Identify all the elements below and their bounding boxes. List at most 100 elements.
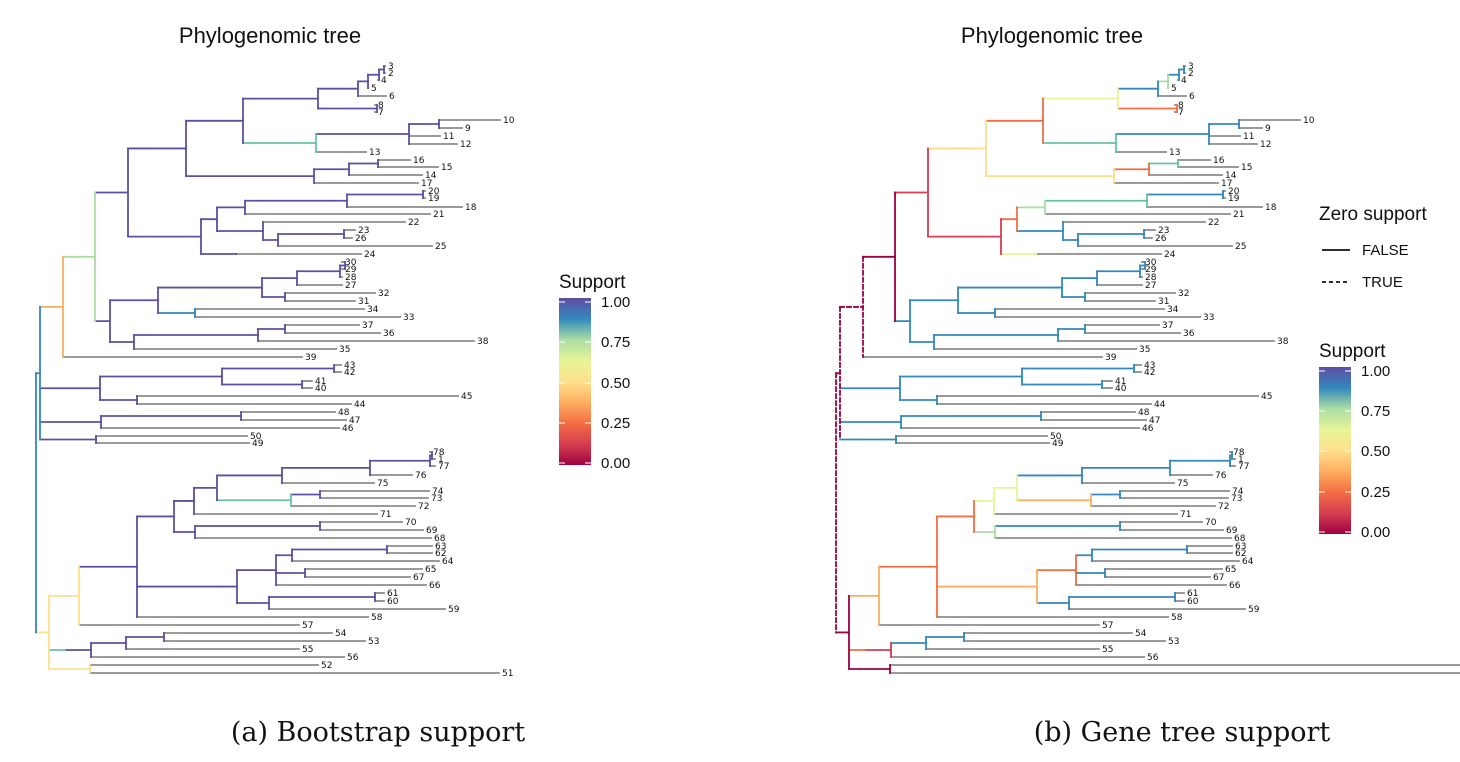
tip-label: 1 — [1238, 455, 1244, 465]
panel-a-colorbar — [559, 298, 591, 465]
tip-label: 32 — [1178, 289, 1189, 299]
tip-label: 37 — [362, 321, 373, 331]
panel-b-tick-1: 1.00 — [1361, 363, 1390, 380]
tip-label: 29 — [1145, 265, 1157, 275]
tip-label: 22 — [408, 218, 419, 228]
tip-label: 12 — [460, 140, 471, 150]
tip-label: 2 — [388, 69, 394, 79]
tip-label: 62 — [435, 549, 446, 559]
tip-label: 38 — [477, 337, 489, 347]
tip-label: 14 — [425, 171, 437, 181]
tip-label: 60 — [387, 597, 399, 607]
tip-label: 27 — [345, 281, 356, 291]
tip-label: 16 — [413, 156, 425, 166]
tip-label: 77 — [1238, 462, 1249, 472]
tip-label: 49 — [1052, 439, 1064, 449]
tip-label: 59 — [1248, 605, 1260, 615]
panel-b-zero-legend: Zero support FALSE TRUE — [1319, 204, 1427, 291]
tip-label: 60 — [1187, 597, 1199, 607]
tip-label: 63 — [435, 542, 446, 552]
tip-label: 69 — [426, 526, 438, 536]
panel-a: Phylogenomic tree 3245687109111213161514… — [35, 23, 630, 748]
tip-label: 62 — [1235, 549, 1246, 559]
tip-label: 26 — [355, 234, 367, 244]
tip-label: 12 — [1260, 140, 1271, 150]
tip-label: 43 — [344, 361, 355, 371]
tip-label: 53 — [1168, 637, 1179, 647]
tip-label: 55 — [302, 645, 313, 655]
tip-label: 24 — [1164, 250, 1176, 260]
tip-label: 22 — [1208, 218, 1219, 228]
tip-label: 34 — [367, 305, 379, 315]
tip-label: 17 — [1221, 179, 1232, 189]
tip-label: 3 — [1188, 62, 1194, 72]
tip-label: 76 — [415, 471, 427, 481]
tip-label: 61 — [387, 589, 398, 599]
tip-label: 14 — [1225, 171, 1237, 181]
panel-a-tick-050: 0.50 — [601, 375, 630, 392]
tip-label: 28 — [345, 273, 357, 283]
zero-legend-title: Zero support — [1319, 204, 1427, 225]
panel-a-tick-025: 0.25 — [601, 415, 630, 432]
tip-label: 29 — [345, 265, 357, 275]
zero-legend-false: FALSE — [1362, 242, 1409, 259]
tip-label: 17 — [421, 179, 432, 189]
zero-legend-true: TRUE — [1362, 274, 1403, 291]
tip-label: 57 — [1102, 621, 1113, 631]
tip-label: 68 — [1234, 534, 1246, 544]
tip-label: 1 — [438, 455, 444, 465]
tip-label: 50 — [250, 432, 262, 442]
tip-label: 46 — [1142, 424, 1154, 434]
tip-label: 18 — [465, 203, 477, 213]
tip-label: 33 — [403, 313, 414, 323]
tip-label: 33 — [1203, 313, 1214, 323]
tip-label: 42 — [1144, 368, 1155, 378]
tip-label: 7 — [378, 108, 384, 118]
tip-label: 27 — [1145, 281, 1156, 291]
tip-label: 35 — [339, 345, 350, 355]
tip-label: 69 — [1226, 526, 1238, 536]
tip-label: 5 — [371, 84, 377, 94]
tip-label: 19 — [1228, 194, 1240, 204]
tip-label: 71 — [380, 510, 391, 520]
tip-label: 71 — [1180, 510, 1191, 520]
tip-label: 66 — [429, 581, 441, 591]
tip-label: 67 — [1213, 573, 1224, 583]
tip-label: 59 — [448, 605, 460, 615]
tip-label: 8 — [378, 101, 384, 111]
panel-a-title: Phylogenomic tree — [179, 23, 361, 48]
tip-label: 9 — [465, 124, 471, 134]
tip-label: 7 — [1178, 108, 1184, 118]
tip-label: 15 — [1241, 163, 1252, 173]
tip-label: 70 — [1205, 518, 1217, 528]
tip-label: 26 — [1155, 234, 1167, 244]
tip-label: 45 — [461, 392, 472, 402]
tip-label: 40 — [315, 384, 327, 394]
tip-label: 45 — [1261, 392, 1272, 402]
tip-label: 2 — [1188, 69, 1194, 79]
tip-label: 10 — [503, 116, 515, 126]
tip-label: 56 — [347, 653, 359, 663]
tip-label: 9 — [1265, 124, 1271, 134]
tip-label: 72 — [1218, 502, 1229, 512]
tip-label: 23 — [1158, 226, 1169, 236]
tip-label: 41 — [315, 377, 326, 387]
tip-label: 78 — [1233, 448, 1245, 458]
tip-label: 18 — [1265, 203, 1277, 213]
tip-label: 74 — [1232, 487, 1244, 497]
tip-label: 8 — [1178, 101, 1184, 111]
tip-label: 56 — [1147, 653, 1159, 663]
panel-a-tick-075: 0.75 — [601, 334, 630, 351]
tip-label: 30 — [1145, 258, 1157, 268]
tip-label: 4 — [381, 76, 387, 86]
tree-a: 3245687109111213161514172019182122232625… — [35, 62, 515, 679]
panel-b-caption: (b) Gene tree support — [1034, 717, 1331, 748]
tip-label: 4 — [1181, 76, 1187, 86]
tip-label: 23 — [358, 226, 369, 236]
tip-label: 64 — [1242, 557, 1254, 567]
tip-label: 24 — [364, 250, 376, 260]
tip-label: 43 — [1144, 361, 1155, 371]
tip-label: 54 — [335, 629, 347, 639]
tip-label: 73 — [431, 494, 442, 504]
